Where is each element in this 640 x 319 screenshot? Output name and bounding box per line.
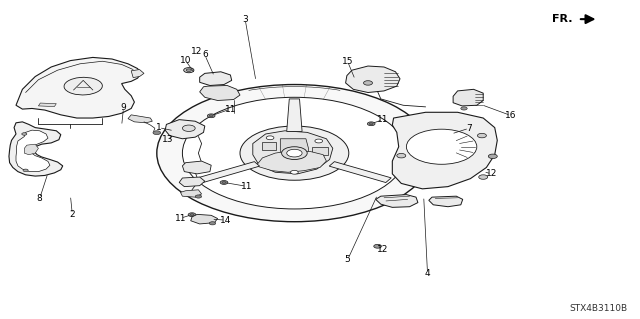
Text: FR.: FR. (552, 14, 573, 24)
Circle shape (182, 125, 195, 131)
Polygon shape (131, 70, 144, 78)
Text: 11: 11 (241, 182, 252, 191)
Circle shape (240, 126, 349, 180)
Polygon shape (262, 142, 276, 150)
Text: 12: 12 (377, 245, 388, 254)
Polygon shape (346, 66, 400, 93)
Text: 5: 5 (345, 256, 350, 264)
Text: 7: 7 (467, 124, 472, 133)
Polygon shape (329, 162, 391, 182)
Polygon shape (280, 139, 308, 163)
Circle shape (291, 170, 298, 174)
Text: STX4B3110B: STX4B3110B (569, 304, 627, 313)
Text: 3: 3 (243, 15, 248, 24)
Polygon shape (200, 72, 232, 85)
Polygon shape (256, 151, 326, 172)
Circle shape (367, 122, 375, 126)
Circle shape (207, 114, 215, 118)
Polygon shape (198, 162, 260, 182)
Circle shape (184, 68, 194, 73)
Circle shape (190, 214, 194, 216)
Text: 11: 11 (377, 115, 388, 124)
Circle shape (182, 97, 406, 209)
Polygon shape (191, 214, 218, 224)
Circle shape (153, 131, 161, 135)
Circle shape (23, 169, 28, 172)
Polygon shape (376, 195, 418, 207)
Text: 8: 8 (37, 194, 42, 203)
Polygon shape (9, 122, 63, 176)
Circle shape (220, 181, 228, 184)
Circle shape (397, 153, 406, 158)
Polygon shape (312, 147, 328, 155)
Circle shape (266, 136, 274, 140)
Circle shape (209, 115, 213, 117)
Circle shape (406, 129, 477, 164)
Polygon shape (16, 130, 50, 172)
Text: 1: 1 (156, 123, 161, 132)
Polygon shape (24, 144, 38, 155)
Text: 6: 6 (202, 50, 207, 59)
Polygon shape (38, 103, 56, 107)
Text: 9: 9 (121, 103, 126, 112)
Circle shape (222, 182, 226, 183)
Polygon shape (253, 131, 333, 174)
Circle shape (282, 147, 307, 160)
Text: 12: 12 (191, 47, 203, 56)
Polygon shape (392, 112, 497, 189)
Text: 13: 13 (162, 135, 173, 144)
Circle shape (369, 123, 373, 125)
Text: 2: 2 (70, 210, 75, 219)
Ellipse shape (64, 77, 102, 95)
Circle shape (477, 133, 486, 138)
Polygon shape (200, 85, 240, 100)
Text: 11: 11 (175, 214, 186, 223)
Text: 10: 10 (180, 56, 191, 65)
Text: 4: 4 (425, 269, 430, 278)
Text: 14: 14 (220, 216, 231, 225)
Circle shape (364, 81, 372, 85)
Circle shape (209, 222, 216, 225)
Circle shape (488, 154, 497, 159)
Polygon shape (429, 196, 463, 207)
Polygon shape (180, 190, 202, 197)
Text: 15: 15 (342, 57, 353, 66)
Circle shape (22, 133, 27, 135)
Polygon shape (182, 161, 211, 174)
Text: 16: 16 (505, 111, 516, 120)
Polygon shape (179, 177, 205, 187)
Circle shape (157, 85, 432, 222)
Text: 12: 12 (486, 169, 497, 178)
Circle shape (479, 175, 488, 179)
Polygon shape (287, 99, 302, 131)
Circle shape (186, 69, 191, 71)
Polygon shape (16, 57, 141, 118)
Circle shape (461, 107, 467, 110)
Polygon shape (165, 120, 205, 139)
Text: 11: 11 (225, 105, 236, 114)
Circle shape (188, 213, 196, 217)
Circle shape (287, 149, 302, 157)
Polygon shape (128, 115, 152, 123)
Circle shape (195, 195, 202, 198)
Polygon shape (453, 89, 483, 106)
Circle shape (374, 244, 381, 248)
Circle shape (315, 139, 323, 143)
